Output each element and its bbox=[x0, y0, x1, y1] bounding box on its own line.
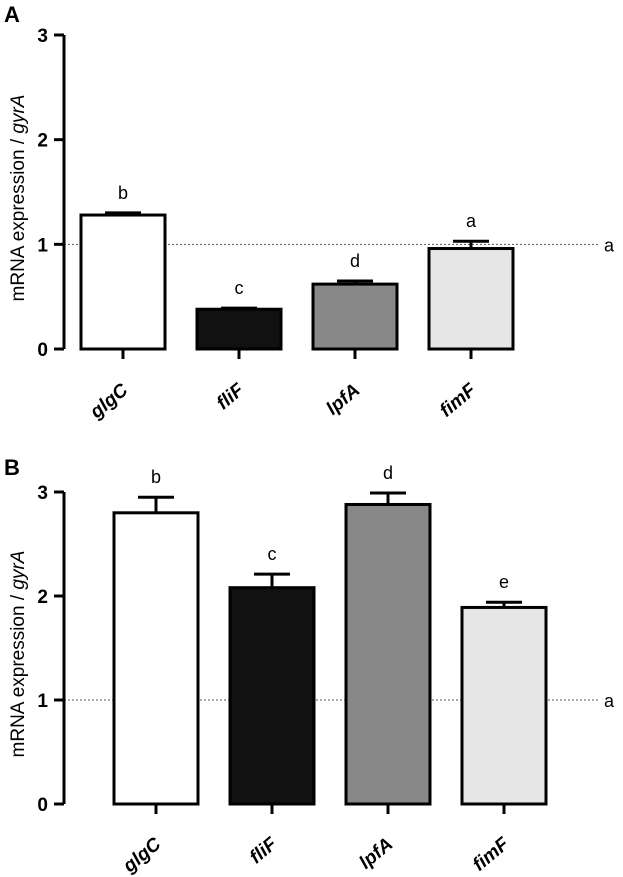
panel-label: A bbox=[4, 2, 20, 27]
panel-b: Ba b glgC c fliF d lpfA e fimF 0 1 2 3 mRNA expressio… bbox=[4, 455, 615, 877]
bar-lpfA bbox=[311, 282, 399, 351]
x-tick-label: glgC bbox=[119, 834, 166, 877]
error-bar-fliF bbox=[254, 572, 290, 588]
x-tick-label: lpfA bbox=[322, 380, 364, 420]
significance-label: e bbox=[499, 572, 509, 592]
x-tick-label: fliF bbox=[213, 379, 249, 414]
y-tick-label: 3 bbox=[37, 483, 48, 504]
error-bar-glgC bbox=[105, 211, 141, 216]
panel-label: B bbox=[4, 455, 20, 480]
y-tick-label: 3 bbox=[37, 26, 48, 47]
significance-label: b bbox=[151, 467, 161, 487]
panel-a: Aa b glgC c fliF d lpfA a fimF 0 1 2 3 mRNA expressio… bbox=[4, 2, 615, 424]
x-tick-label: fliF bbox=[246, 833, 282, 868]
y-axis-label: mRNA expression / gyrA bbox=[8, 551, 29, 758]
x-tick-label: fimF bbox=[436, 379, 481, 422]
bar-glgC bbox=[112, 511, 200, 806]
error-bar-lpfA bbox=[337, 279, 373, 285]
x-tick-label: fimF bbox=[469, 833, 514, 876]
error-bar-fimF bbox=[453, 239, 489, 249]
significance-label: d bbox=[350, 251, 360, 271]
y-axis-label-gene: gyrA bbox=[8, 95, 29, 134]
x-tick-label: lpfA bbox=[355, 834, 397, 874]
y-tick-label: 2 bbox=[37, 131, 48, 152]
y-tick-label: 1 bbox=[37, 691, 48, 712]
y-axis-label: mRNA expression / gyrA bbox=[8, 95, 29, 302]
y-axis-label-text: mRNA expression / bbox=[8, 134, 29, 302]
error-bar-fimF bbox=[486, 600, 522, 608]
significance-label: d bbox=[383, 463, 393, 483]
bar-fimF bbox=[427, 247, 515, 351]
y-tick-label: 2 bbox=[37, 587, 48, 608]
error-bar-glgC bbox=[138, 495, 174, 513]
reference-line-label: a bbox=[604, 691, 615, 711]
bar-lpfA bbox=[344, 502, 432, 806]
bar-fimF bbox=[460, 605, 548, 806]
error-bar-lpfA bbox=[370, 491, 406, 505]
error-bar-fliF bbox=[221, 306, 257, 310]
y-axis-label-gene: gyrA bbox=[8, 551, 29, 590]
x-tick-label: glgC bbox=[86, 380, 133, 424]
y-tick-label: 0 bbox=[37, 340, 48, 361]
significance-label: c bbox=[268, 544, 277, 564]
y-tick-label: 0 bbox=[37, 795, 48, 816]
bar-glgC bbox=[79, 213, 167, 351]
y-tick-label: 1 bbox=[37, 235, 48, 256]
bar-fliF bbox=[195, 307, 283, 351]
significance-label: c bbox=[235, 278, 244, 298]
y-axis-label-text: mRNA expression / bbox=[8, 590, 29, 758]
significance-label: a bbox=[466, 211, 477, 231]
reference-line-label: a bbox=[604, 235, 615, 255]
significance-label: b bbox=[118, 183, 128, 203]
bar-fliF bbox=[228, 586, 316, 806]
